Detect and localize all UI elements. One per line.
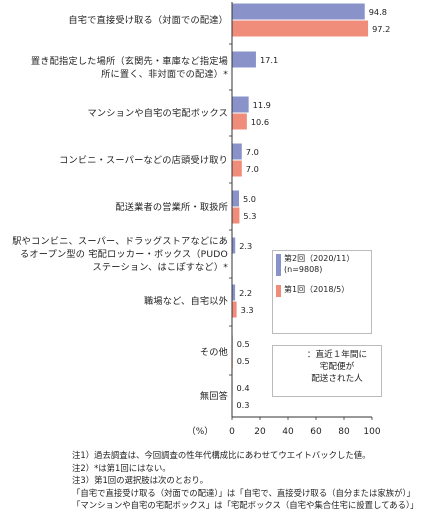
data-label-s1-c6: 2.3 bbox=[239, 241, 252, 251]
category-label-7-line-1: 職場など、自宅以外 bbox=[143, 295, 228, 307]
axis-layer: 0 20 40 60 80 100 （%） bbox=[187, 2, 381, 437]
bar-s2-c1 bbox=[232, 20, 369, 37]
annotation-line-1: ：直近１年間に bbox=[306, 350, 368, 360]
data-label-s2-c7: 3.3 bbox=[241, 305, 254, 315]
footnote-1: 注1）過去調査は、今回調査の性年代構成比にあわせてウエイトバックした値。 bbox=[72, 450, 371, 460]
legend-swatch-series-1 bbox=[276, 285, 281, 297]
bar-s2-c3 bbox=[232, 113, 247, 130]
legend: 第2回（2020/11） (n=9808) 第1回（2018/5） bbox=[272, 250, 372, 334]
category-label-5-line-1: 配送業者の営業所・取扱所 bbox=[115, 201, 228, 213]
data-label-s1-c5: 5.0 bbox=[243, 194, 256, 204]
bar-chart: 94.8 97.2 17.1 11.9 10.6 7.0 7.0 5.0 5.3 2.3 2.2 3.… bbox=[187, 2, 390, 437]
category-label-2-line-1: 置き配指定した場所（玄関先・車庫など指定場 bbox=[30, 56, 228, 67]
footnotes: 注1）過去調査は、今回調査の性年代構成比にあわせてウエイトバックした値。 注2）… bbox=[72, 449, 434, 512]
legend-item-series-1: 第1回（2018/5） bbox=[276, 284, 368, 297]
category-label-6-line-2: るオープン型の 宅配ロッカー・ボックス（PUDO bbox=[19, 248, 228, 260]
category-label-4-line-1: コンビニ・スーパーなどの店頭受け取り bbox=[59, 154, 228, 166]
category-label-8: その他 bbox=[200, 346, 228, 359]
data-label-s2-c4: 7.0 bbox=[246, 164, 259, 174]
bar-s2-c5 bbox=[232, 207, 240, 224]
bar-s1-c5 bbox=[232, 190, 239, 207]
footnote-5: 「マンションや自宅の宅配ボックス」は「宅配ボックス（自宅や集合住宅に設置してある… bbox=[72, 500, 419, 511]
data-label-s2-c1: 97.2 bbox=[372, 24, 390, 34]
annotation-line-2: 宅配便が bbox=[319, 362, 355, 372]
category-label-9: 無回答 bbox=[200, 390, 228, 403]
footnote-4: 「自宅で直接受け取る（対面での配達）」は「自宅で、直接受け取る（自分または家族が… bbox=[72, 487, 416, 498]
category-label-2: 置き配指定した場所（玄関先・車庫など指定場所に置く、非対面での配達）* bbox=[31, 55, 228, 81]
category-label-4: コンビニ・スーパーなどの店頭受け取り bbox=[59, 154, 228, 167]
category-label-3: マンションや自宅の宅配ボックス bbox=[87, 107, 228, 120]
x-tick-label-6: 100 bbox=[363, 427, 380, 437]
x-tick-label-1: 0 bbox=[229, 427, 235, 437]
bar-s1-c2 bbox=[232, 51, 256, 68]
category-label-8-line-1: その他 bbox=[199, 346, 228, 358]
data-label-s1-c4: 7.0 bbox=[246, 147, 259, 157]
footnote-2: 注2）*は第1回にはない。 bbox=[72, 462, 171, 473]
unit-label: （%） bbox=[187, 426, 214, 437]
category-label-6: 駅やコンビニ、スーパー、ドラッグストアなどにあ るオープン型の 宅配ロッカー・ボッ… bbox=[12, 235, 228, 274]
bar-s1-c3 bbox=[232, 96, 249, 113]
bar-s1-c1 bbox=[232, 3, 365, 20]
x-tick-label-5: 80 bbox=[338, 427, 350, 437]
category-label-7: 職場など、自宅以外 bbox=[144, 295, 228, 308]
data-label-s1-c1: 94.8 bbox=[369, 7, 387, 17]
category-label-1: 自宅で直接受け取る（対面での配達） bbox=[68, 14, 228, 27]
x-tick-label-4: 60 bbox=[310, 427, 322, 437]
category-label-2-line-2: 所に置く、非対面での配達）* bbox=[101, 69, 228, 80]
data-label-s2-c5: 5.3 bbox=[243, 211, 256, 221]
data-label-s2-c3: 10.6 bbox=[251, 117, 269, 127]
category-label-6-line-1: 駅やコンビニ、スーパー、ドラッグストアなどにあ bbox=[12, 235, 228, 247]
data-label-s2-c9: 0.3 bbox=[236, 400, 249, 410]
data-label-s1-c2: 17.1 bbox=[260, 55, 278, 65]
data-label-s1-c8: 0.5 bbox=[237, 339, 250, 349]
category-label-1-line-1: 自宅で直接受け取る（対面での配達） bbox=[68, 14, 228, 26]
category-label-6-line-3: ステーション、はこぽすなど）* bbox=[92, 261, 228, 273]
data-label-s1-c9: 0.4 bbox=[237, 383, 250, 393]
data-label-s1-c3: 11.9 bbox=[253, 100, 271, 110]
bars-layer: 94.8 97.2 17.1 11.9 10.6 7.0 7.0 5.0 5.3 2.3 2.2 3.… bbox=[232, 3, 390, 413]
bar-s1-c7 bbox=[232, 284, 236, 301]
legend-label-series-1: 第1回（2018/5） bbox=[284, 285, 350, 294]
annotation-box: ：直近１年間に 宅配便が 配送された人 bbox=[272, 345, 382, 397]
legend-n: (n=9808) bbox=[284, 265, 323, 274]
footnote-3: 注3）第1回の選択肢は次のとおり。 bbox=[72, 475, 209, 486]
bar-s1-c4 bbox=[232, 143, 242, 160]
category-label-9-line-1: 無回答 bbox=[199, 390, 228, 402]
legend-label-series-2: 第2回（2020/11） bbox=[284, 254, 355, 263]
legend-swatch-series-2 bbox=[276, 254, 281, 276]
bar-s2-c7 bbox=[232, 301, 237, 318]
data-label-s2-c8: 0.5 bbox=[237, 356, 250, 366]
legend-item-series-2: 第2回（2020/11） (n=9808) bbox=[276, 253, 368, 276]
bar-s2-c4 bbox=[232, 160, 242, 177]
data-label-s1-c7: 2.2 bbox=[239, 288, 252, 298]
bar-s1-c6 bbox=[232, 237, 236, 254]
category-label-5: 配送業者の営業所・取扱所 bbox=[115, 201, 228, 214]
x-tick-label-2: 20 bbox=[254, 427, 266, 437]
category-label-3-line-1: マンションや自宅の宅配ボックス bbox=[87, 107, 228, 119]
annotation-line-3: 配送された人 bbox=[311, 374, 363, 384]
x-tick-label-3: 40 bbox=[282, 427, 294, 437]
